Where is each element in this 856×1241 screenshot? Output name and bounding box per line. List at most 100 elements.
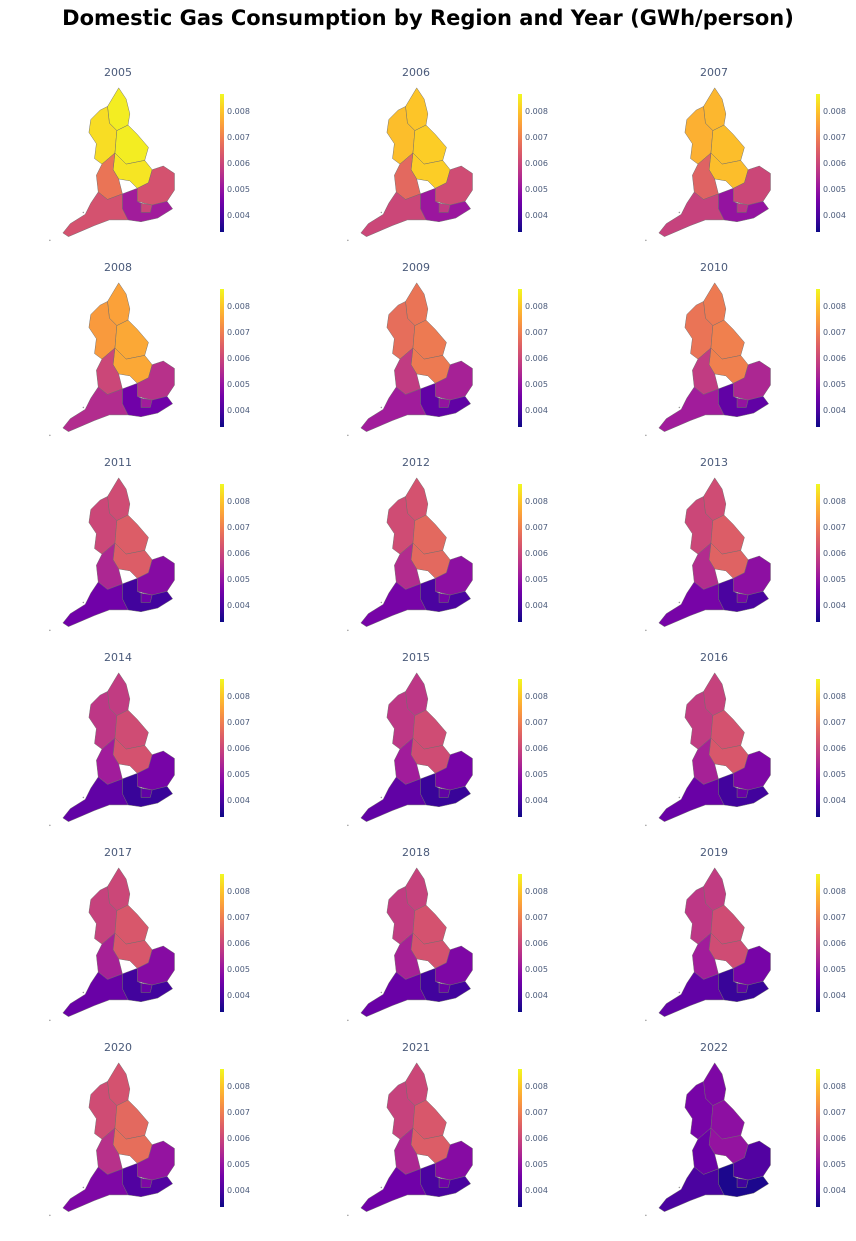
region-north-west[interactable] [684,691,714,750]
region-south-east[interactable] [122,967,173,1003]
region-north-east[interactable] [107,867,131,911]
region-east-of-england[interactable] [733,1140,771,1181]
region-south-east[interactable] [420,967,471,1003]
region-east-of-england[interactable] [137,165,175,206]
region-north-west[interactable] [88,691,118,750]
region-north-west[interactable] [88,886,118,945]
region-north-west[interactable] [88,1081,118,1140]
region-north-east[interactable] [405,1062,429,1106]
region-south-east[interactable] [718,967,769,1003]
region-north-east[interactable] [703,282,727,326]
region-south-west[interactable] [62,776,129,822]
region-east-of-england[interactable] [137,945,175,986]
region-north-west[interactable] [386,1081,416,1140]
region-north-east[interactable] [107,282,131,326]
region-south-east[interactable] [122,1162,173,1198]
region-east-of-england[interactable] [733,945,771,986]
region-south-east[interactable] [718,382,769,418]
region-north-west[interactable] [88,106,118,165]
region-north-west[interactable] [88,496,118,555]
region-east-of-england[interactable] [137,555,175,596]
region-south-west[interactable] [658,1166,725,1212]
region-east-of-england[interactable] [733,555,771,596]
region-south-west[interactable] [658,971,725,1017]
region-east-of-england[interactable] [733,750,771,791]
region-north-east[interactable] [405,87,429,131]
region-north-east[interactable] [703,867,727,911]
region-east-of-england[interactable] [435,1140,473,1181]
region-east-of-england[interactable] [733,165,771,206]
colorbar-tick-label: 0.008 [227,692,250,701]
region-north-east[interactable] [703,477,727,521]
region-north-west[interactable] [684,886,714,945]
region-south-east[interactable] [718,1162,769,1198]
region-east-of-england[interactable] [435,750,473,791]
region-south-east[interactable] [420,772,471,808]
region-south-east[interactable] [718,772,769,808]
region-south-west[interactable] [62,191,129,237]
panel-title: 2018 [402,846,430,859]
region-north-east[interactable] [107,1062,131,1106]
region-east-of-england[interactable] [435,555,473,596]
region-north-west[interactable] [684,496,714,555]
region-north-west[interactable] [386,301,416,360]
region-south-west[interactable] [360,386,427,432]
region-south-east[interactable] [122,382,173,418]
region-south-west[interactable] [658,386,725,432]
region-south-west[interactable] [62,581,129,627]
panel-2005: 2005 0.004 0.005 0.006 0.007 0.008 [49,66,250,242]
region-south-west[interactable] [360,1166,427,1212]
region-east-of-england[interactable] [733,360,771,401]
region-north-west[interactable] [386,106,416,165]
colorbar-tick-label: 0.006 [525,549,548,558]
region-east-of-england[interactable] [137,360,175,401]
region-north-west[interactable] [386,691,416,750]
region-south-east[interactable] [420,577,471,613]
colorbar-tick-label: 0.005 [525,965,548,974]
region-east-of-england[interactable] [435,165,473,206]
region-south-west[interactable] [360,191,427,237]
region-south-west[interactable] [360,581,427,627]
region-north-west[interactable] [386,886,416,945]
region-north-west[interactable] [684,106,714,165]
region-north-east[interactable] [405,867,429,911]
region-north-east[interactable] [703,672,727,716]
region-north-east[interactable] [107,87,131,131]
region-south-east[interactable] [122,577,173,613]
region-north-east[interactable] [703,1062,727,1106]
region-south-west[interactable] [658,191,725,237]
region-south-east[interactable] [420,382,471,418]
region-south-west[interactable] [62,971,129,1017]
island-marker [347,239,349,242]
region-south-east[interactable] [718,187,769,223]
region-south-west[interactable] [360,971,427,1017]
region-south-west[interactable] [360,776,427,822]
region-north-east[interactable] [405,672,429,716]
region-north-east[interactable] [405,477,429,521]
region-south-east[interactable] [122,772,173,808]
region-north-west[interactable] [386,496,416,555]
region-south-east[interactable] [420,187,471,223]
region-east-of-england[interactable] [435,945,473,986]
colorbar-tick-label: 0.007 [823,913,846,922]
region-north-west[interactable] [88,301,118,360]
region-south-west[interactable] [658,776,725,822]
colorbar-tick-label: 0.007 [227,133,250,142]
region-south-east[interactable] [122,187,173,223]
region-north-east[interactable] [107,672,131,716]
region-north-east[interactable] [107,477,131,521]
region-east-of-england[interactable] [137,750,175,791]
region-east-of-england[interactable] [137,1140,175,1181]
region-north-west[interactable] [684,301,714,360]
colorbar-tick-label: 0.008 [227,497,250,506]
region-south-west[interactable] [658,581,725,627]
region-north-west[interactable] [684,1081,714,1140]
region-south-east[interactable] [718,577,769,613]
region-south-west[interactable] [62,1166,129,1212]
region-east-of-england[interactable] [435,360,473,401]
region-south-east[interactable] [420,1162,471,1198]
region-south-west[interactable] [62,386,129,432]
region-north-east[interactable] [703,87,727,131]
region-north-east[interactable] [405,282,429,326]
colorbar-tick-label: 0.004 [227,406,250,415]
